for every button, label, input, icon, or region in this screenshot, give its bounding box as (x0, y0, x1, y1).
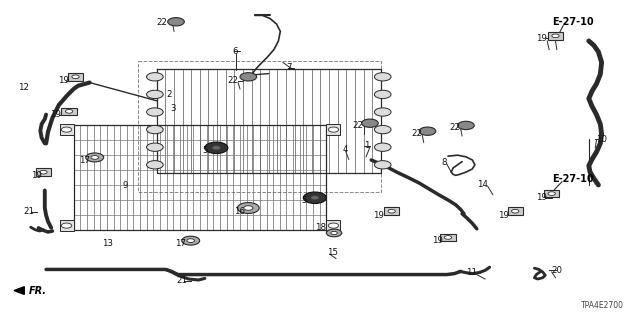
Text: 19: 19 (58, 76, 69, 85)
Bar (508, 207, 523, 215)
Bar (36, 168, 51, 176)
Polygon shape (14, 287, 24, 294)
Circle shape (72, 75, 79, 79)
Text: 1: 1 (364, 141, 370, 150)
Text: FR.: FR. (29, 285, 47, 296)
Circle shape (328, 223, 339, 228)
Text: 5: 5 (301, 196, 307, 205)
Circle shape (444, 236, 452, 239)
Text: 21: 21 (23, 207, 34, 216)
Text: 6: 6 (233, 47, 238, 56)
Circle shape (374, 143, 391, 151)
Bar (326, 220, 340, 231)
Text: 20: 20 (552, 266, 563, 275)
Circle shape (419, 127, 436, 135)
Circle shape (374, 73, 391, 81)
Bar (384, 207, 399, 215)
Circle shape (331, 231, 337, 235)
Text: E-27-10: E-27-10 (552, 173, 594, 184)
Text: 19: 19 (373, 211, 384, 220)
Text: 19: 19 (432, 236, 443, 245)
Circle shape (187, 239, 195, 243)
Text: 11: 11 (466, 268, 477, 277)
Text: E-27-10: E-27-10 (552, 17, 594, 27)
Circle shape (240, 73, 257, 81)
Circle shape (147, 161, 163, 169)
Bar (60, 220, 74, 231)
Text: 22: 22 (227, 76, 238, 85)
Circle shape (147, 125, 163, 134)
Circle shape (182, 236, 200, 245)
Text: 16: 16 (234, 207, 246, 216)
Text: 22: 22 (412, 129, 422, 138)
Circle shape (326, 229, 342, 237)
Text: 2: 2 (167, 90, 172, 99)
Bar (440, 234, 456, 241)
Circle shape (374, 161, 391, 169)
Text: TPA4E2700: TPA4E2700 (581, 301, 624, 310)
Circle shape (374, 108, 391, 116)
Text: 10: 10 (596, 135, 607, 144)
Circle shape (310, 196, 319, 200)
Text: 19: 19 (536, 193, 547, 202)
Text: 19: 19 (50, 110, 61, 119)
Circle shape (548, 192, 556, 196)
Circle shape (61, 127, 72, 132)
Text: 21: 21 (177, 276, 188, 285)
Text: 7: 7 (287, 63, 292, 72)
Circle shape (147, 143, 163, 151)
Bar (68, 73, 83, 81)
Circle shape (212, 146, 221, 150)
Text: 12: 12 (18, 83, 29, 92)
Bar (326, 124, 340, 135)
Text: 22: 22 (353, 121, 364, 130)
Bar (548, 32, 563, 40)
Text: 3: 3 (170, 104, 175, 113)
Bar (60, 124, 74, 135)
Text: 19: 19 (31, 171, 42, 180)
Text: 5: 5 (202, 146, 208, 155)
Text: 4: 4 (343, 145, 348, 154)
Circle shape (244, 206, 253, 210)
Circle shape (303, 192, 326, 204)
Circle shape (458, 121, 474, 130)
Bar (544, 190, 559, 197)
Text: 17: 17 (175, 239, 186, 248)
Circle shape (40, 170, 47, 174)
Circle shape (61, 223, 72, 228)
Circle shape (147, 90, 163, 99)
Circle shape (168, 18, 184, 26)
Text: 18: 18 (316, 223, 326, 232)
Circle shape (86, 153, 104, 162)
Circle shape (147, 73, 163, 81)
Text: 17: 17 (79, 156, 90, 164)
Circle shape (511, 209, 519, 213)
Circle shape (388, 209, 396, 213)
Circle shape (362, 119, 378, 127)
Text: 13: 13 (102, 239, 113, 248)
Text: 22: 22 (157, 18, 168, 27)
Circle shape (237, 203, 259, 213)
Circle shape (91, 156, 99, 159)
Text: 9: 9 (122, 181, 127, 190)
Circle shape (205, 142, 228, 154)
Circle shape (552, 34, 559, 38)
Text: 22: 22 (450, 123, 461, 132)
Text: 15: 15 (327, 248, 339, 257)
Circle shape (328, 127, 339, 132)
Text: 8: 8 (441, 158, 447, 167)
Circle shape (65, 109, 73, 113)
Circle shape (374, 90, 391, 99)
Text: 14: 14 (477, 180, 488, 189)
Bar (61, 108, 77, 115)
Circle shape (147, 108, 163, 116)
Text: 19: 19 (498, 211, 509, 220)
Text: 19: 19 (536, 34, 547, 43)
Circle shape (374, 125, 391, 134)
